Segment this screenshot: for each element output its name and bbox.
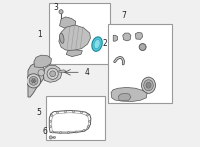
Circle shape <box>60 132 62 134</box>
FancyBboxPatch shape <box>46 96 105 140</box>
Circle shape <box>52 131 54 133</box>
Text: 7: 7 <box>121 11 126 20</box>
Circle shape <box>50 71 56 77</box>
Text: 4: 4 <box>85 68 89 77</box>
Polygon shape <box>43 65 62 82</box>
Text: 5: 5 <box>36 108 41 117</box>
Ellipse shape <box>139 44 146 51</box>
Circle shape <box>75 131 77 133</box>
Polygon shape <box>118 93 131 100</box>
Polygon shape <box>123 33 131 41</box>
Circle shape <box>87 126 89 128</box>
Circle shape <box>86 114 89 116</box>
Circle shape <box>27 74 41 88</box>
Text: 1: 1 <box>38 30 42 40</box>
Circle shape <box>47 68 58 79</box>
Ellipse shape <box>144 80 153 91</box>
Polygon shape <box>59 70 66 73</box>
FancyBboxPatch shape <box>49 3 110 64</box>
Text: 3: 3 <box>54 2 59 12</box>
Polygon shape <box>59 25 90 51</box>
Circle shape <box>38 70 44 76</box>
Ellipse shape <box>142 77 155 93</box>
Circle shape <box>53 136 56 139</box>
Polygon shape <box>60 17 76 28</box>
Circle shape <box>59 10 63 14</box>
Polygon shape <box>34 55 51 68</box>
Text: 2: 2 <box>102 39 107 48</box>
Circle shape <box>64 111 66 113</box>
Circle shape <box>49 136 52 139</box>
Circle shape <box>49 126 51 128</box>
Circle shape <box>73 111 75 113</box>
Polygon shape <box>52 113 89 132</box>
Circle shape <box>83 130 85 132</box>
Polygon shape <box>28 63 45 97</box>
Ellipse shape <box>60 33 64 43</box>
Ellipse shape <box>146 82 151 88</box>
Circle shape <box>67 132 69 134</box>
Circle shape <box>31 79 36 83</box>
Circle shape <box>49 120 51 122</box>
Polygon shape <box>111 87 147 101</box>
Circle shape <box>56 111 58 113</box>
Ellipse shape <box>92 37 102 51</box>
Circle shape <box>51 114 53 116</box>
Polygon shape <box>135 32 143 39</box>
Circle shape <box>139 44 146 50</box>
Text: 6: 6 <box>43 127 48 136</box>
Polygon shape <box>113 35 118 41</box>
FancyBboxPatch shape <box>108 24 172 103</box>
Circle shape <box>89 120 91 122</box>
Polygon shape <box>66 50 82 57</box>
Circle shape <box>29 76 38 85</box>
Polygon shape <box>49 111 91 133</box>
Ellipse shape <box>94 39 100 49</box>
Circle shape <box>81 111 83 113</box>
